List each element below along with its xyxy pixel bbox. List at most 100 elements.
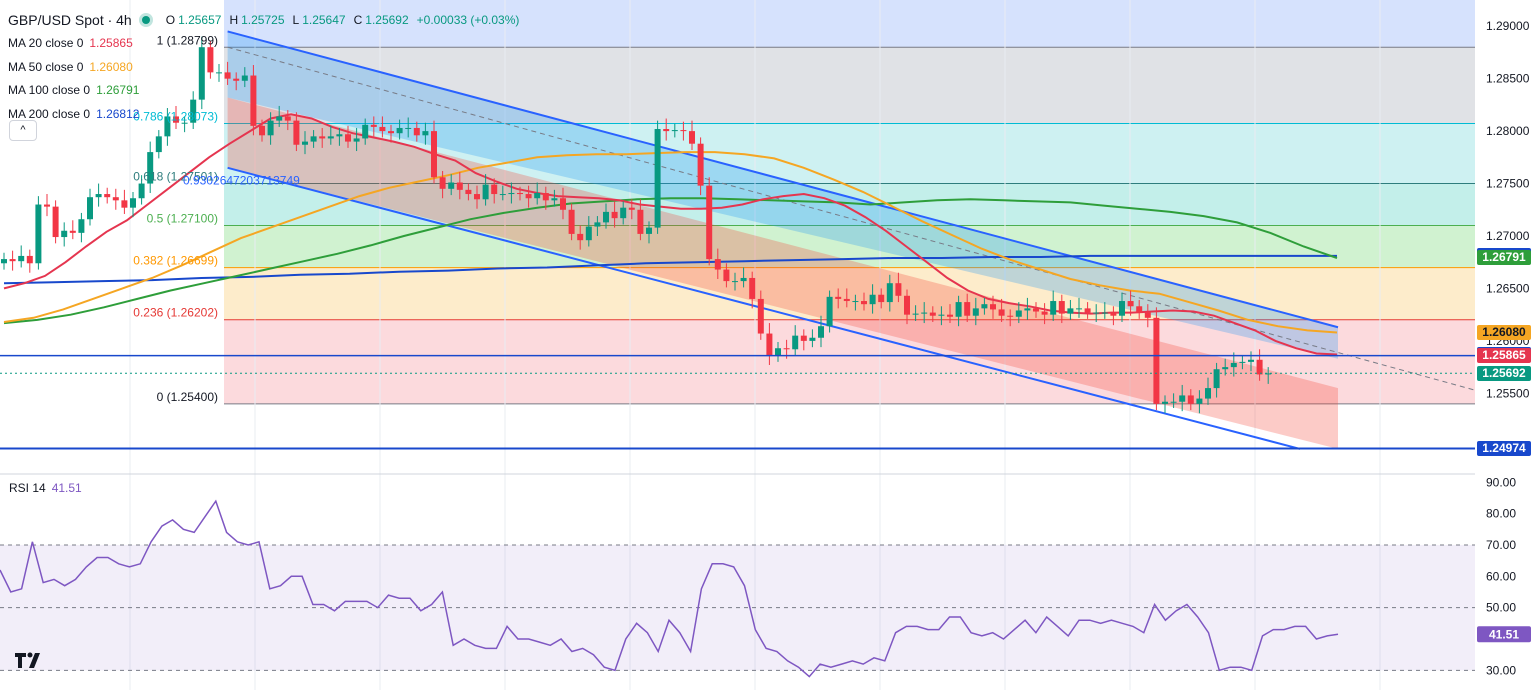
candle-body [585, 226, 592, 241]
candle-body [826, 296, 833, 327]
candle-body [1119, 301, 1125, 316]
fib-label: 0.786 (1.28073) [133, 109, 218, 123]
candle-body [929, 312, 936, 316]
price-tick: 1.27000 [1486, 229, 1530, 243]
candle-body [130, 198, 136, 208]
candle-body [1007, 315, 1014, 317]
price-tick: 1.26500 [1486, 281, 1530, 295]
rsi-tick: 60.00 [1486, 569, 1516, 583]
candle-body [1230, 362, 1237, 368]
candle-body [921, 312, 928, 314]
fibonacci-retracement [224, 0, 1478, 405]
candle-body [207, 47, 214, 73]
channel-deviation-label: 0.9302647203713749 [183, 173, 300, 187]
rsi-pane [0, 473, 1536, 678]
candle-body [474, 194, 480, 200]
indicator-label: MA 200 close 0 [8, 106, 91, 121]
tradingview-logo-icon[interactable] [14, 650, 42, 670]
indicator-ma50[interactable]: MA 50 close 0 1.26080 [8, 55, 519, 79]
candle-body [216, 72, 222, 74]
indicator-value: 1.25865 [89, 36, 133, 51]
candle-body [800, 335, 807, 341]
candle-body [1187, 395, 1194, 404]
candle-body [525, 194, 532, 199]
candle-body [542, 192, 549, 201]
rsi-tick: 80.00 [1486, 507, 1516, 521]
candle-body [560, 198, 566, 210]
fib-label: 0.5 (1.27100) [147, 212, 218, 226]
indicator-ma20[interactable]: MA 20 close 0 1.25865 [8, 32, 519, 56]
grid-lines [129, 0, 1381, 690]
candle-body [964, 302, 971, 316]
candle-body [9, 259, 16, 262]
candle-body [87, 197, 93, 220]
price-axis: 1.29000 1.28500 1.28000 1.27500 1.27000 1.265… [1475, 0, 1536, 690]
candle-body [388, 131, 394, 134]
candle-body [465, 189, 472, 195]
price-tick: 1.27500 [1486, 177, 1530, 191]
ma50-line [3, 151, 1338, 334]
candle-body [594, 222, 601, 227]
candle-body [370, 124, 377, 127]
market-status-icon [141, 15, 150, 24]
indicator-ma100[interactable]: MA 100 close 0 1.26791 [8, 79, 519, 103]
candle-body [1222, 367, 1229, 370]
candle-body [818, 326, 824, 338]
candle-body [1, 259, 7, 264]
collapse-legend-button[interactable]: ^ [9, 120, 37, 141]
candle-body [809, 337, 816, 341]
candle-body [44, 204, 50, 207]
candle-body [620, 207, 627, 219]
symbol-title[interactable]: GBP/USD Spot · 4h [8, 11, 132, 28]
candle-body [379, 126, 386, 132]
candle-body [78, 219, 85, 233]
candle-body [104, 194, 111, 198]
candle-body [422, 131, 429, 136]
ohlc-close: 1.25692 [365, 12, 409, 27]
price-tag: 1.24974 [1477, 441, 1531, 456]
candle-body [1015, 310, 1022, 317]
candle-body [981, 304, 988, 309]
candle-body [972, 308, 979, 316]
price-tag: 1.26791 [1477, 250, 1531, 266]
rsi-label: RSI 14 [9, 481, 46, 495]
price-tag: 1.25865 [1477, 347, 1531, 363]
candlesticks [1, 36, 1272, 414]
candle-body [835, 296, 842, 299]
candle-body [680, 130, 687, 132]
ohlc-low-key: L [292, 12, 300, 27]
price-tag: 1.26080 [1477, 324, 1531, 340]
candle-body [147, 152, 154, 184]
candle-body [603, 211, 609, 223]
candle-body [181, 122, 188, 124]
rsi-tick: 90.00 [1486, 475, 1516, 489]
candle-body [353, 138, 360, 142]
rsi-legend[interactable]: RSI 14 41.51 [9, 481, 82, 495]
candle-body [1179, 395, 1186, 402]
candle-body [1205, 388, 1211, 399]
candle-body [310, 136, 317, 142]
candle-body [1033, 308, 1039, 312]
candle-body [345, 134, 351, 142]
candle-body [138, 183, 145, 199]
candle-body [267, 120, 274, 136]
ohlc-open-key: O [165, 12, 176, 27]
candle-body [499, 194, 506, 196]
candle-body [259, 125, 265, 136]
candle-body [671, 130, 678, 132]
price-change: +0.00033 (+0.03%) [416, 12, 520, 27]
candle-body [164, 116, 171, 137]
price-tick: 1.28500 [1486, 72, 1530, 86]
candle-body [955, 302, 962, 317]
candle-body [327, 136, 334, 139]
candle-body [405, 127, 412, 129]
candle-body [1265, 373, 1272, 375]
candle-body [534, 192, 541, 199]
candle-body [792, 335, 799, 350]
candle-body [775, 348, 781, 356]
rsi-tick: 30.00 [1486, 663, 1516, 677]
candle-body [886, 283, 893, 303]
indicator-ma200[interactable]: MA 200 close 0 1.26812 [8, 102, 519, 126]
price-tick: 1.28000 [1486, 124, 1530, 138]
